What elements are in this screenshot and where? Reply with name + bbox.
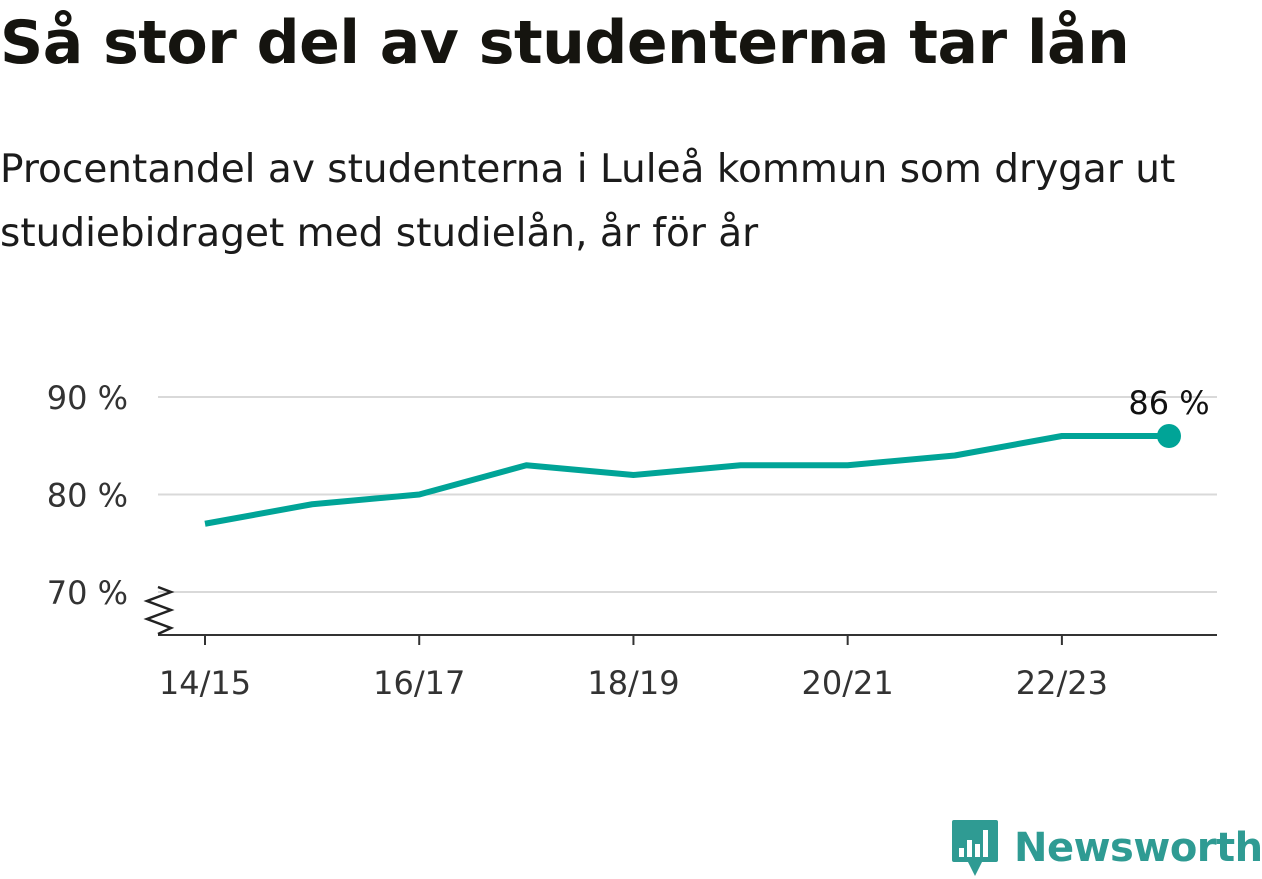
newsworthy-logo: Newsworthy (950, 818, 1262, 878)
chart-title: Så stor del av studenterna tar lån (0, 8, 1130, 78)
series-layer: 86 % (202, 384, 1210, 527)
data-point (630, 472, 636, 478)
data-point (416, 492, 422, 498)
axis-break-marker (143, 585, 175, 636)
line-chart: 70 % 80 % 90 % 14/15 16/17 18/19 20/21 22/23 8… (47, 379, 1217, 702)
y-axis-tick-labels: 70 % 80 % 90 % (47, 379, 128, 612)
series-line (204, 433, 1169, 527)
newsworthy-logo-icon (952, 820, 998, 876)
data-point (309, 501, 315, 507)
x-axis: 14/15 16/17 18/19 20/21 22/23 (143, 585, 1217, 702)
y-tick-label: 80 % (47, 477, 128, 515)
y-tick-label: 70 % (47, 574, 128, 612)
end-value-label: 86 % (1128, 384, 1209, 422)
gridlines (158, 396, 1217, 593)
x-tick-label: 18/19 (587, 664, 679, 702)
data-point (845, 462, 851, 468)
logo-text: Newsworthy (1014, 825, 1262, 871)
data-point (1059, 433, 1065, 439)
x-tick-label: 14/15 (159, 664, 251, 702)
data-point (952, 453, 958, 459)
data-point (738, 462, 744, 468)
data-point (523, 462, 529, 468)
chart-subtitle: Procentandel av studenterna i Luleå komm… (0, 147, 1176, 256)
data-point (202, 521, 208, 527)
x-tick-label: 22/23 (1016, 664, 1108, 702)
end-point-marker (1157, 424, 1181, 448)
x-tick-label: 16/17 (373, 664, 465, 702)
y-tick-label: 90 % (47, 379, 128, 417)
x-tick-label: 20/21 (802, 664, 894, 702)
